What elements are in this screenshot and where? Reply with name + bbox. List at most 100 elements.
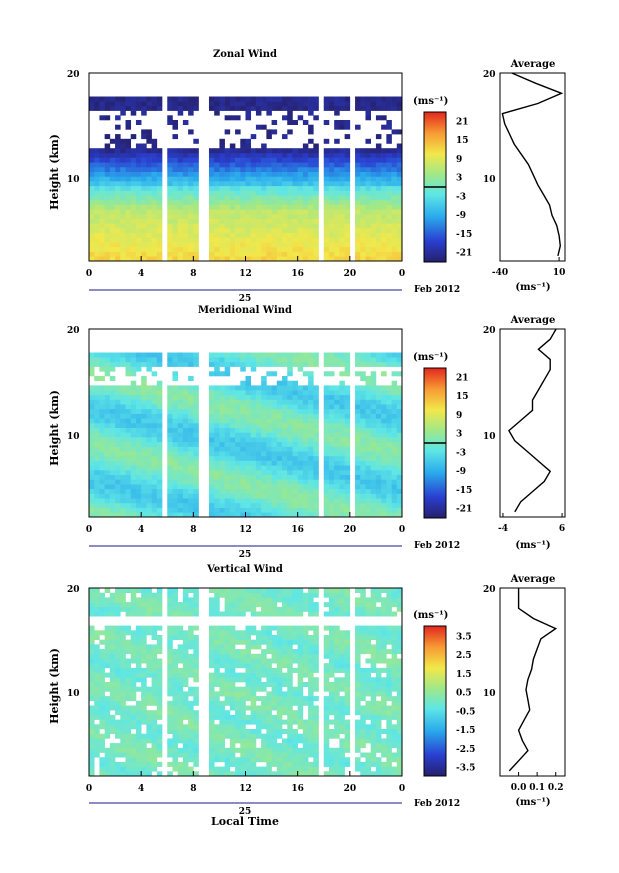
heatmap-cell [250, 441, 257, 447]
heatmap-cell [120, 710, 126, 716]
heatmap-cell [109, 752, 116, 758]
heatmap-cell [240, 747, 246, 753]
heatmap-cell [339, 152, 345, 158]
heatmap-cell [120, 747, 126, 753]
heatmap-cell [328, 761, 335, 767]
heatmap-cell [360, 251, 366, 257]
heatmap-cell [172, 441, 178, 447]
heatmap-cell [308, 455, 314, 461]
heatmap-cell [313, 148, 319, 154]
heatmap-cell [224, 635, 231, 640]
heatmap-cell [156, 488, 163, 494]
heatmap-cell [308, 696, 314, 702]
heatmap-cell [276, 232, 283, 238]
heatmap-cell [172, 105, 178, 111]
heatmap-cell [302, 357, 309, 363]
heatmap-cell [240, 185, 246, 191]
heatmap-cell [391, 204, 398, 210]
heatmap-cell [193, 157, 199, 163]
heatmap-cell [266, 667, 272, 673]
heatmap-cell [266, 394, 272, 400]
heatmap-cell [255, 437, 262, 443]
heatmap-cell [151, 686, 158, 692]
heatmap-cell [219, 148, 225, 154]
heatmap-cell [208, 588, 215, 593]
heatmap-cell [355, 493, 361, 499]
heatmap-cell [313, 493, 319, 499]
heatmap-cell [214, 423, 220, 428]
heatmap-cell [360, 352, 366, 358]
heatmap-cell [156, 493, 163, 499]
heatmap-cell [94, 404, 100, 410]
heatmap-cell [271, 606, 278, 612]
heatmap-cell [188, 352, 194, 358]
heatmap-cell [224, 404, 231, 410]
heatmap-cell [151, 465, 158, 471]
heatmap-cell [323, 171, 330, 177]
heatmap-cell [235, 771, 241, 777]
heatmap-cell [339, 437, 345, 443]
heatmap-cell [94, 376, 100, 381]
heatmap-cell [172, 738, 178, 744]
heatmap-cell [125, 242, 132, 248]
heatmap-cell [339, 385, 345, 391]
heatmap-cell [308, 101, 314, 107]
heatmap-cell [240, 408, 246, 414]
heatmap-cell [344, 488, 351, 494]
heatmap-cell [99, 602, 105, 608]
heatmap-cell [151, 432, 158, 438]
heatmap-cell [276, 441, 283, 447]
heatmap-cell [245, 451, 252, 457]
heatmap-cell [292, 162, 298, 168]
heatmap-cell [214, 714, 220, 720]
heatmap-cell [214, 733, 220, 739]
heatmap-cell [229, 204, 236, 210]
heatmap-cell [141, 719, 147, 725]
heatmap-cell [323, 479, 330, 485]
heatmap-cell [182, 413, 189, 419]
heatmap-cell [344, 441, 351, 447]
heatmap-cell [235, 152, 241, 158]
heatmap-cell [323, 710, 330, 716]
heatmap-cell [219, 138, 225, 144]
heatmap-cell [370, 256, 377, 262]
heatmap-cell [271, 592, 278, 598]
heatmap-cell [172, 437, 178, 443]
heatmap-cell [370, 423, 377, 428]
heatmap-cell [193, 390, 199, 396]
heatmap-cell [193, 218, 199, 224]
heatmap-cell [255, 218, 262, 224]
heatmap-cell [177, 455, 184, 461]
heatmap-cell [146, 129, 152, 135]
heatmap-cell [386, 251, 392, 257]
y-axis-label: Height (km) [48, 390, 61, 466]
heatmap-cell [282, 413, 288, 419]
heatmap-cell [229, 237, 236, 243]
heatmap-cell [344, 105, 351, 111]
heatmap-cell [135, 479, 142, 485]
heatmap-cell [287, 455, 293, 461]
heatmap-cell [396, 162, 403, 168]
heatmap-cell [224, 602, 231, 608]
heatmap-cell [240, 138, 246, 144]
heatmap-cell [224, 498, 231, 504]
heatmap-cell [328, 214, 335, 219]
heatmap-cell [240, 743, 246, 749]
heatmap-cell [297, 162, 304, 168]
heatmap-cell [125, 371, 132, 377]
heatmap-cell [229, 611, 236, 617]
heatmap-cell [308, 357, 314, 363]
heatmap-cell [177, 606, 184, 612]
heatmap-cell [229, 479, 236, 485]
heatmap-cell [308, 176, 314, 182]
heatmap-cell [276, 606, 283, 612]
heatmap-cell [224, 588, 231, 593]
heatmap-cell [235, 204, 241, 210]
heatmap-cell [229, 404, 236, 410]
heatmap-cell [276, 460, 283, 466]
heatmap-cell [313, 507, 319, 513]
heatmap-cell [276, 380, 283, 386]
heatmap-cell [328, 498, 335, 504]
heatmap-cell [104, 157, 111, 163]
profile-unit: (ms⁻¹) [515, 282, 550, 293]
